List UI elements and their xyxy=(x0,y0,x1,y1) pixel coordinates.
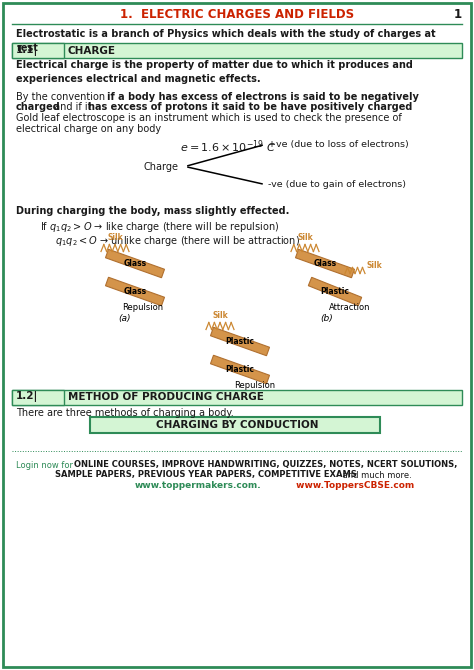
Text: Silk: Silk xyxy=(212,312,228,320)
Bar xyxy=(12,389,462,405)
Text: Glass: Glass xyxy=(313,259,337,268)
Polygon shape xyxy=(210,355,270,384)
Bar xyxy=(12,389,64,405)
Text: METHOD OF PRODUCING CHARGE: METHOD OF PRODUCING CHARGE xyxy=(68,392,264,402)
Text: 1.1|: 1.1| xyxy=(16,45,38,56)
Text: toppermakers: toppermakers xyxy=(117,277,357,306)
Text: Silk: Silk xyxy=(297,234,313,243)
Text: www.toppermakers.com.: www.toppermakers.com. xyxy=(135,480,262,490)
Polygon shape xyxy=(210,327,270,356)
Text: 1.2|: 1.2| xyxy=(16,391,38,403)
Bar xyxy=(12,43,462,58)
Text: Login now for: Login now for xyxy=(16,460,76,470)
Text: and if it: and if it xyxy=(51,103,95,113)
Text: and much more.: and much more. xyxy=(340,470,412,480)
Text: Charge: Charge xyxy=(144,161,179,172)
Polygon shape xyxy=(106,249,164,278)
Text: (a): (a) xyxy=(119,314,131,324)
Text: Electrical charge is the property of matter due to which it produces and
experie: Electrical charge is the property of mat… xyxy=(16,60,413,84)
Text: Glass: Glass xyxy=(123,287,146,296)
Text: has excess of protons it said to be have positively charged: has excess of protons it said to be have… xyxy=(88,103,412,113)
Text: www.ToppersCBSE.com: www.ToppersCBSE.com xyxy=(293,480,414,490)
Text: Plastic: Plastic xyxy=(226,365,255,374)
Text: Repulsion: Repulsion xyxy=(122,304,164,312)
Text: (b): (b) xyxy=(320,314,333,324)
Text: Attraction: Attraction xyxy=(329,304,371,312)
Text: $q_1q_2 < O$ → unlike charge (there will be attraction): $q_1q_2 < O$ → unlike charge (there will… xyxy=(55,234,300,247)
Text: +ve (due to loss of electrons): +ve (due to loss of electrons) xyxy=(268,140,409,149)
Text: 1: 1 xyxy=(454,7,462,21)
Polygon shape xyxy=(308,277,362,306)
Text: charged: charged xyxy=(16,103,61,113)
Text: ONLINE COURSES, IMPROVE HANDWRITING, QUIZZES, NOTES, NCERT SOLUTIONS,: ONLINE COURSES, IMPROVE HANDWRITING, QUI… xyxy=(74,460,457,470)
Polygon shape xyxy=(295,249,355,278)
Text: CHARGING BY CONDUCTION: CHARGING BY CONDUCTION xyxy=(156,419,318,429)
Text: electrical charge on any body: electrical charge on any body xyxy=(16,123,161,133)
Text: $e = 1.6 \times 10^{-19}$ C: $e = 1.6 \times 10^{-19}$ C xyxy=(180,139,276,155)
Polygon shape xyxy=(106,277,164,306)
Text: 1.  ELECTRIC CHARGES AND FIELDS: 1. ELECTRIC CHARGES AND FIELDS xyxy=(120,7,354,21)
Text: Silk: Silk xyxy=(367,261,383,270)
Text: -ve (due to gain of electrons): -ve (due to gain of electrons) xyxy=(268,180,406,189)
Text: If $q_1q_2 > O$ → like charge (there will be repulsion): If $q_1q_2 > O$ → like charge (there wil… xyxy=(40,220,279,234)
Text: if a body has excess of electrons is said to be negatively: if a body has excess of electrons is sai… xyxy=(107,92,419,102)
Text: By the convention: By the convention xyxy=(16,92,108,102)
Text: Electrostatic is a branch of Physics which deals with the study of charges at
re: Electrostatic is a branch of Physics whi… xyxy=(16,29,436,53)
Text: There are three methods of charging a body.: There are three methods of charging a bo… xyxy=(16,409,234,419)
Text: SAMPLE PAPERS, PREVIOUS YEAR PAPERS, COMPETITIVE EXAMS: SAMPLE PAPERS, PREVIOUS YEAR PAPERS, COM… xyxy=(55,470,357,480)
Text: Plastic: Plastic xyxy=(226,337,255,346)
Text: Silk: Silk xyxy=(107,234,123,243)
Text: CHARGE: CHARGE xyxy=(68,46,116,56)
FancyBboxPatch shape xyxy=(3,3,471,667)
Text: During charging the body, mass slightly effected.: During charging the body, mass slightly … xyxy=(16,206,289,216)
Text: Repulsion: Repulsion xyxy=(235,381,275,391)
Bar xyxy=(12,43,64,58)
Text: Plastic: Plastic xyxy=(320,287,349,296)
Text: Gold leaf electroscope is an instrument which is used to check the presence of: Gold leaf electroscope is an instrument … xyxy=(16,113,402,123)
Bar xyxy=(90,417,380,433)
Text: Glass: Glass xyxy=(123,259,146,268)
